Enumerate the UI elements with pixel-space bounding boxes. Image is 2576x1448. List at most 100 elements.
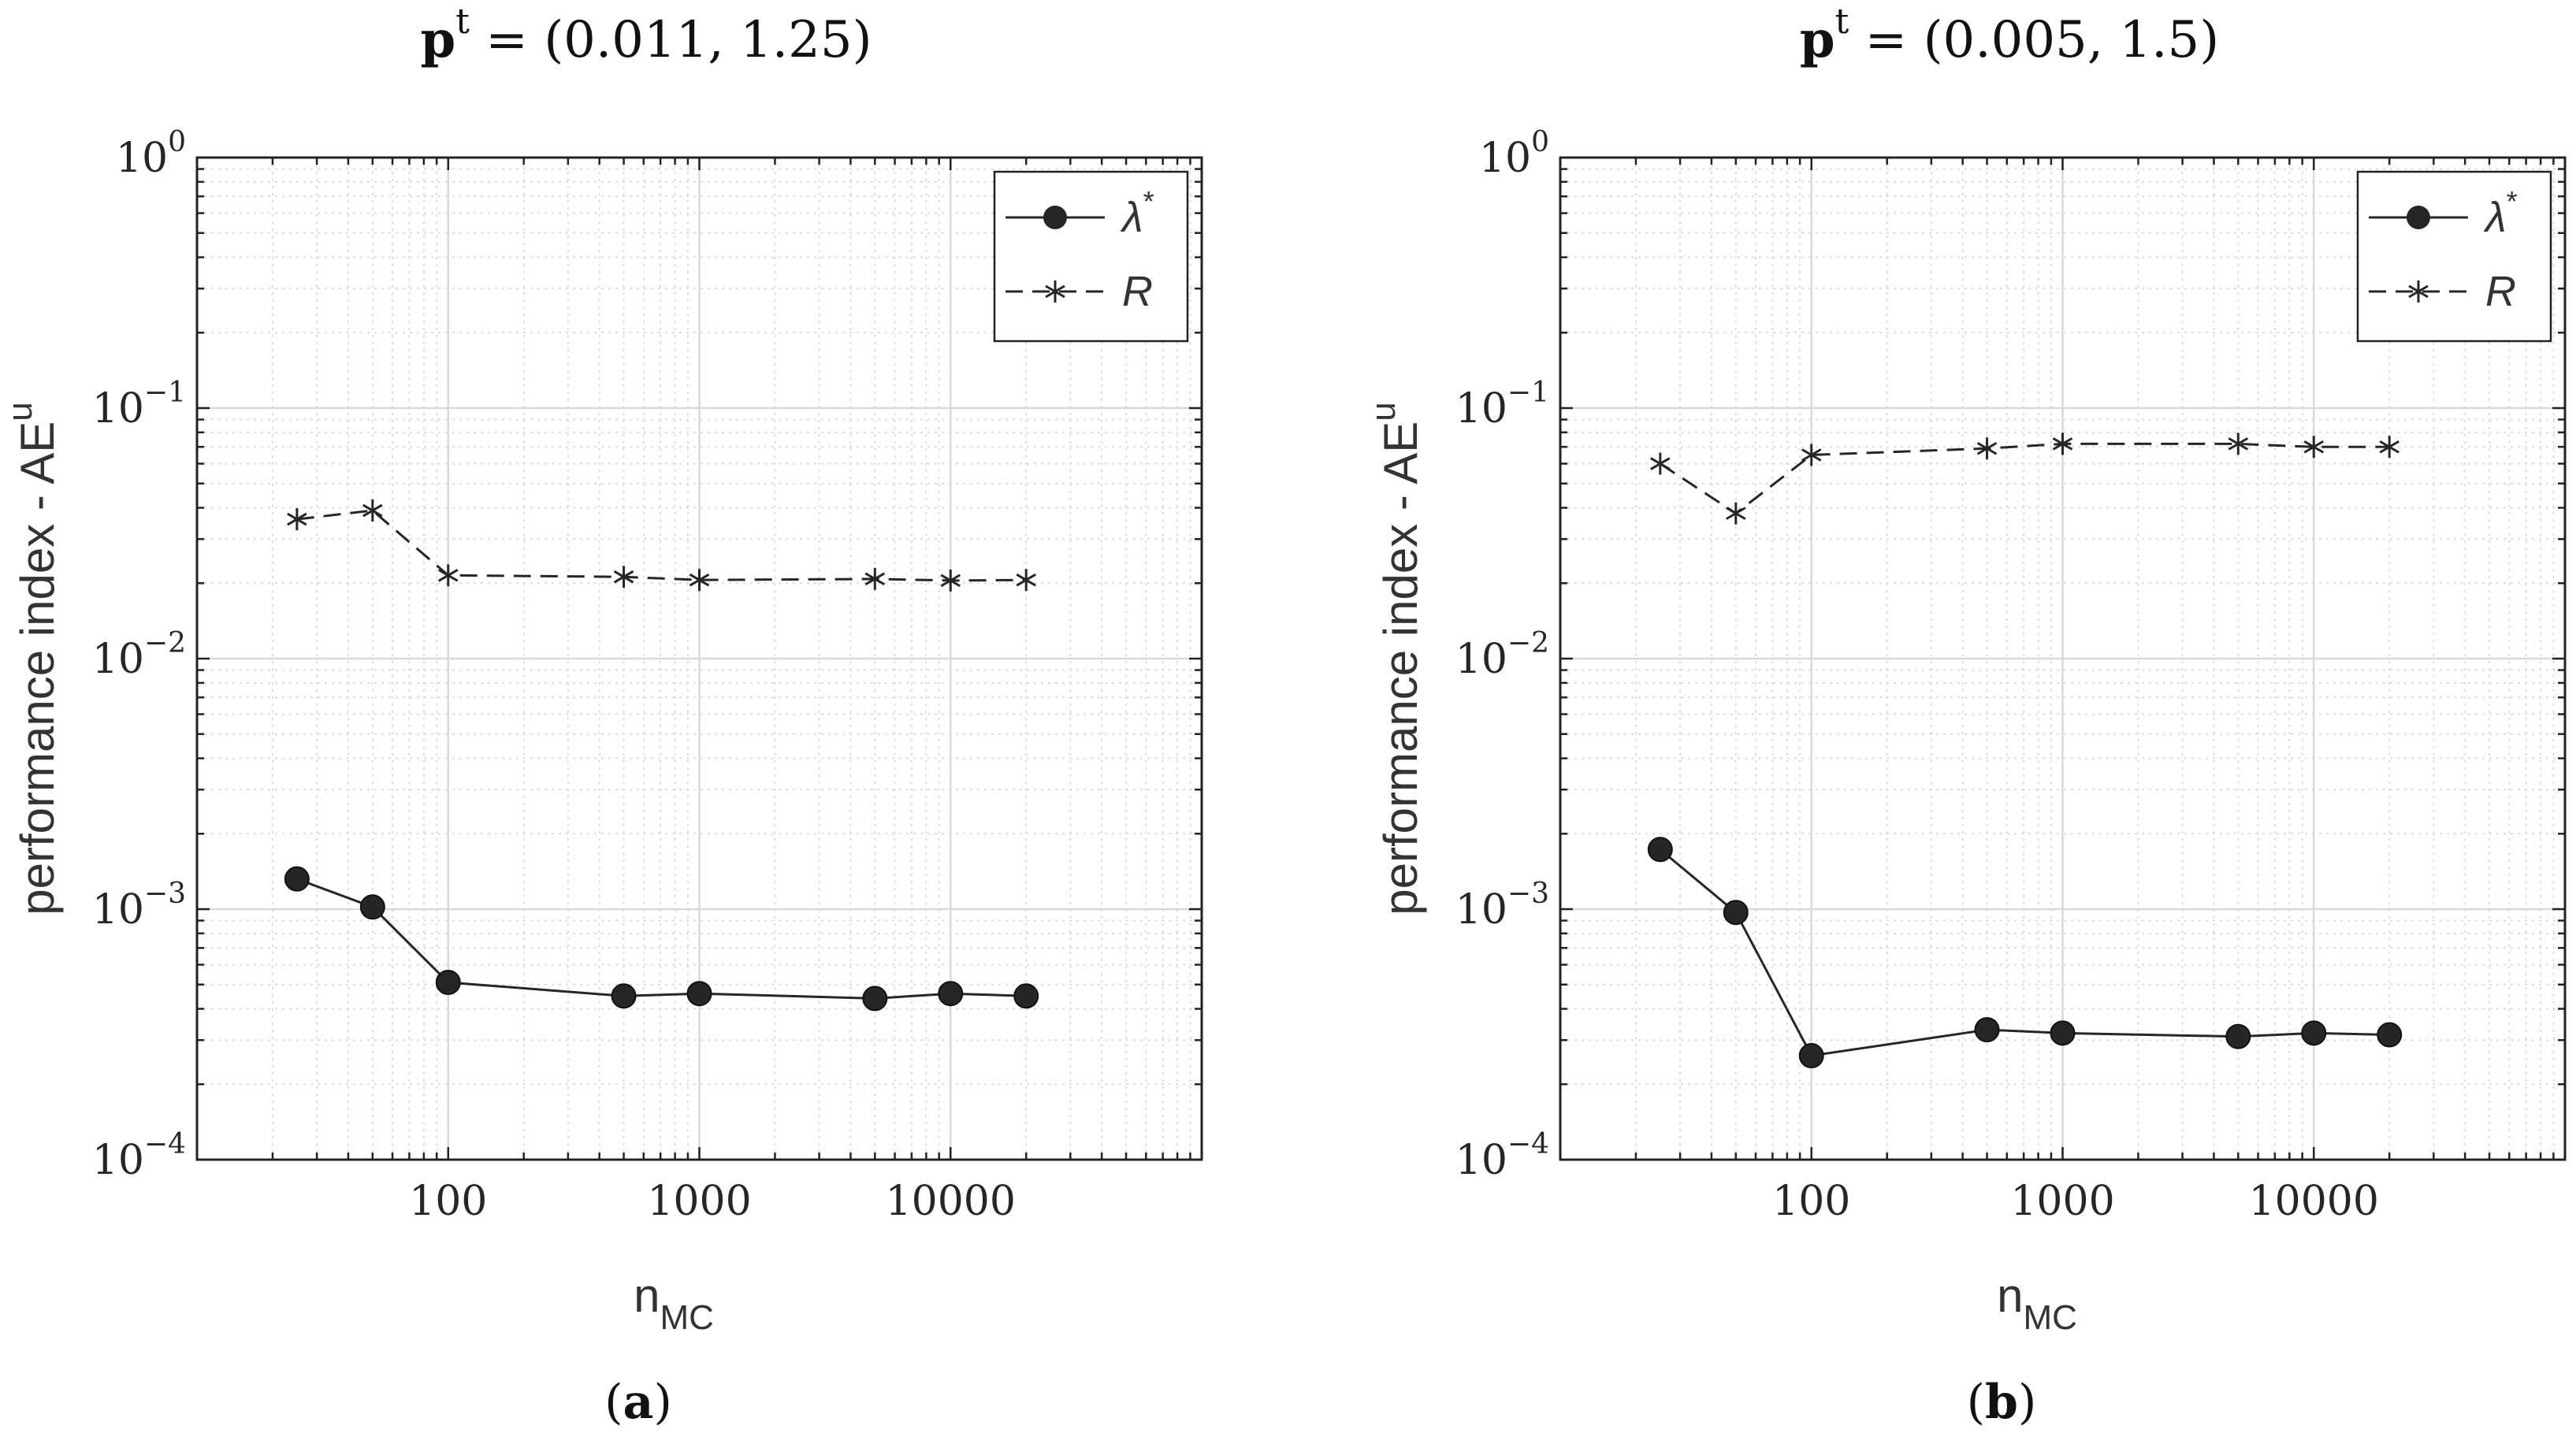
y-axis-label: performance index - AEu [1364,402,1427,915]
caption-close: ) [653,1375,671,1430]
asterisk-stroke [437,568,459,582]
y-tick-label-base: 10 [1455,385,1507,433]
chart-title: pt = (0.011, 1.25) [420,2,872,69]
data-point [287,508,307,531]
series-r [1650,433,2399,525]
caption-open: ( [604,1375,623,1430]
y-tick-label: 10−1 [92,377,186,433]
y-tick-label-exponent: −4 [144,1128,186,1160]
asterisk-stroke [287,512,307,526]
x-axis-label-main: n [634,1269,660,1322]
y-tick-label-base: 10 [116,135,168,182]
data-point [2052,433,2073,455]
data-point [435,969,461,995]
y-tick-label-exponent: −4 [1507,1128,1549,1160]
series-group [284,499,1039,1012]
legend-marker [1045,280,1065,303]
y-tick-label: 10−2 [92,627,186,683]
x-axis-label: nMC [1997,1269,2077,1337]
data-point [1016,569,1036,592]
data-point [940,569,961,592]
legend-item: λ* [1005,185,1154,241]
legend-label-superscript: * [2507,185,2518,217]
data-point [2225,1023,2251,1049]
caption-letter: a [623,1375,654,1430]
x-tick-label: 1000 [647,1178,751,1225]
data-point [2379,436,2399,459]
legend-label: λ* [2483,185,2518,241]
legend: λ* R [993,170,1189,343]
legend-box [993,170,1189,343]
data-point [1647,837,1673,863]
y-tick-label: 100 [1479,126,1549,182]
x-tick-label: 1000 [2010,1178,2114,1225]
asterisk-stroke [2303,440,2325,454]
data-point [1650,452,1671,475]
data-point [437,564,459,587]
data-point [864,567,886,590]
series-r [287,499,1036,592]
x-tick-label: 10000 [886,1178,1016,1225]
y-axis-label-superscript: u [1364,402,1403,421]
data-point [1013,983,1039,1009]
y-tick-label: 10−4 [92,1128,186,1184]
series-group [1647,433,2403,1069]
legend-item: R [2369,268,2516,315]
legend-label-symbol: λ [1120,194,1143,241]
y-tick-label-base: 10 [1455,886,1507,934]
data-point [1974,1017,2000,1043]
data-point [1723,900,1749,926]
y-tick-label-exponent: −2 [1507,627,1549,659]
legend-item: λ* [2369,185,2518,241]
series-lambda [284,866,1039,1012]
asterisk-stroke [1650,457,1671,470]
y-tick-label-base: 10 [92,636,144,683]
title-rest: = (0.011, 1.25) [470,11,872,69]
x-tick-label: 100 [1772,1178,1850,1225]
data-point [362,499,383,522]
y-tick-label-base: 10 [92,886,144,934]
asterisk-stroke [2228,437,2249,451]
data-point [2228,433,2249,455]
x-tick-label: 10000 [2249,1178,2379,1225]
y-tick-label-exponent: −1 [144,377,186,409]
data-point [284,866,310,892]
y-tick-label-exponent: −2 [144,627,186,659]
series-lambda [1647,837,2403,1069]
legend: λ* R [2356,170,2552,343]
y-tick-label: 10−2 [1455,627,1549,683]
data-point [2050,1020,2076,1046]
data-point [1726,502,1746,525]
y-axis-label-main: performance index - AE [11,421,64,915]
y-tick-label-base: 10 [1455,636,1507,683]
y-tick-label: 10−4 [1455,1128,1549,1184]
y-tick-label-base: 10 [1455,1137,1507,1184]
title-symbol: p [420,10,455,69]
legend-label-symbol: R [2485,268,2516,315]
data-point [862,986,888,1012]
asterisk-stroke [864,572,886,586]
asterisk-stroke [1801,448,1822,462]
legend-label: R [2485,268,2516,315]
data-point [686,981,712,1007]
caption-close: ) [2018,1375,2036,1430]
data-point [2377,1022,2403,1048]
y-tick-label-base: 10 [92,1137,144,1184]
data-point [689,569,710,592]
asterisk-stroke [1976,441,1998,455]
asterisk-stroke [362,503,383,518]
series-line [296,509,1027,582]
ticks [1559,156,2567,1161]
data-point [938,981,964,1007]
y-axis-label: performance index - AEu [1,402,64,915]
x-axis-label: nMC [634,1269,714,1337]
y-tick-label: 100 [116,126,186,182]
y-tick-label: 10−3 [92,878,186,934]
panel-caption: (a) [604,1375,672,1430]
data-point [1801,444,1822,466]
data-point [613,566,634,588]
asterisk-stroke [1045,284,1065,299]
asterisk-stroke [613,570,634,584]
